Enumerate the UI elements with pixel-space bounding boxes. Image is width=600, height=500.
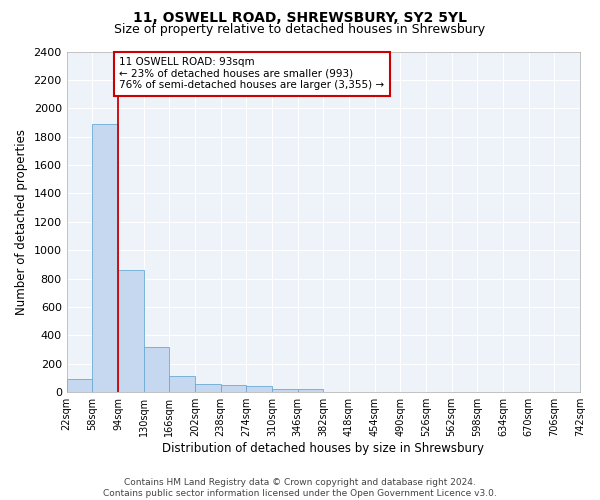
Bar xyxy=(118,270,143,392)
Bar xyxy=(143,348,169,392)
Bar xyxy=(195,384,221,392)
Y-axis label: Number of detached properties: Number of detached properties xyxy=(15,129,28,315)
Bar xyxy=(169,376,195,392)
Text: Contains HM Land Registry data © Crown copyright and database right 2024.
Contai: Contains HM Land Registry data © Crown c… xyxy=(103,478,497,498)
Bar xyxy=(221,385,247,392)
Text: 11 OSWELL ROAD: 93sqm
← 23% of detached houses are smaller (993)
76% of semi-det: 11 OSWELL ROAD: 93sqm ← 23% of detached … xyxy=(119,57,385,90)
X-axis label: Distribution of detached houses by size in Shrewsbury: Distribution of detached houses by size … xyxy=(163,442,484,455)
Text: Size of property relative to detached houses in Shrewsbury: Size of property relative to detached ho… xyxy=(115,22,485,36)
Bar xyxy=(92,124,118,392)
Text: 11, OSWELL ROAD, SHREWSBURY, SY2 5YL: 11, OSWELL ROAD, SHREWSBURY, SY2 5YL xyxy=(133,11,467,25)
Bar xyxy=(298,390,323,392)
Bar xyxy=(247,386,272,392)
Bar xyxy=(67,379,92,392)
Bar xyxy=(272,388,298,392)
